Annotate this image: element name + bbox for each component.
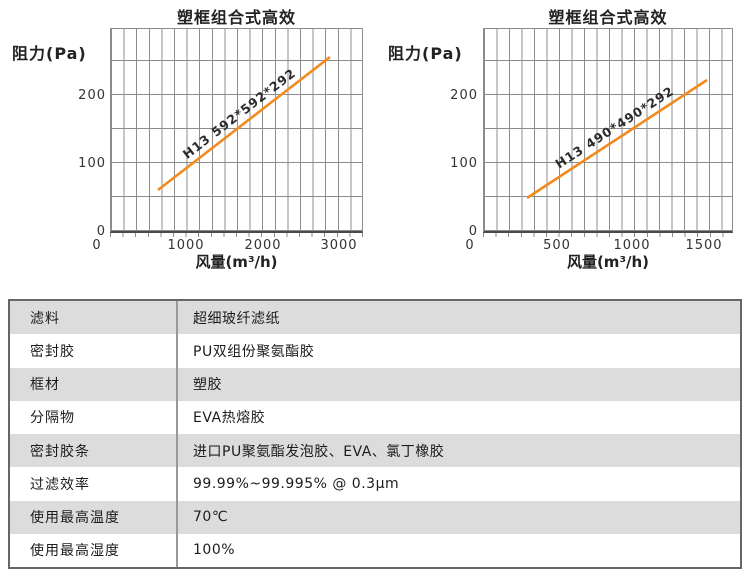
x-axis-ticks-right [483, 233, 733, 237]
spec-value-cell: 超细玻纤滤纸 [193, 310, 280, 327]
y-tick: 0 [468, 224, 478, 239]
chart-title-left: 塑框组合式高效 [176, 8, 296, 27]
chart-title-right: 塑框组合式高效 [548, 8, 668, 27]
series-line-left [157, 55, 331, 192]
spec-label-cell: 使用最高湿度 [10, 533, 178, 567]
x-axis-label-right: 风量(m³/h) [566, 253, 650, 271]
table-row: 使用最高温度 70℃ [10, 500, 740, 534]
table-row: 框材 塑胶 [10, 367, 740, 401]
x-tick: 1000 [613, 238, 651, 253]
y-tick: 100 [78, 156, 106, 171]
table-row: 滤料 超细玻纤滤纸 [10, 301, 740, 335]
y-tick: 100 [450, 156, 478, 171]
y-tick: 200 [450, 88, 478, 103]
spec-value-cell: PU双组份聚氨酯胶 [193, 343, 315, 360]
spec-value-cell: 70℃ [193, 509, 229, 526]
y-tick: 0 [96, 224, 106, 239]
y-axis-label-right: 阻力(Pa) [388, 44, 463, 63]
table-row: 使用最高湿度 100% [10, 533, 740, 567]
spec-label-cell: 过滤效率 [10, 467, 178, 501]
x-axis-label-left: 风量(m³/h) [195, 253, 278, 271]
table-row: 密封胶 PU双组份聚氨酯胶 [10, 334, 740, 368]
series-line-right [526, 78, 708, 200]
table-row: 分隔物 EVA热熔胶 [10, 400, 740, 434]
spec-label-cell: 密封胶 [10, 334, 178, 368]
x-tick: 3000 [320, 238, 358, 253]
plot-area-right [483, 28, 733, 233]
x-tick: 1500 [685, 238, 723, 253]
x-tick: 0 [465, 238, 475, 253]
x-tick: 500 [543, 238, 571, 253]
series-label-left: H13 592*592*292 [180, 65, 299, 162]
spec-value-cell: EVA热熔胶 [193, 410, 266, 427]
spec-value-cell: 100% [193, 542, 236, 559]
charts-area: 塑框组合式高效 阻力(Pa) H13 592*592*292 0 100 200… [0, 0, 750, 285]
spec-label-cell: 使用最高温度 [10, 500, 178, 534]
spec-table: 滤料 超细玻纤滤纸 密封胶 PU双组份聚氨酯胶 框材 塑胶 分隔物 EVA热熔胶… [8, 299, 742, 569]
y-tick: 200 [78, 88, 106, 103]
spec-value-cell: 塑胶 [193, 377, 222, 394]
x-tick: 1000 [167, 238, 205, 253]
table-row: 密封胶条 进口PU聚氨酯发泡胶、EVA、氯丁橡胶 [10, 434, 740, 468]
spec-label-cell: 滤料 [10, 301, 178, 335]
series-line-svg-right: H13 490*490*292 [526, 78, 708, 200]
x-tick: 0 [92, 238, 102, 253]
spec-value-cell: 进口PU聚氨酯发泡胶、EVA、氯丁橡胶 [193, 443, 445, 460]
spec-label-cell: 框材 [10, 367, 178, 401]
series-line-svg-left: H13 592*592*292 [157, 55, 331, 192]
x-tick: 2000 [244, 238, 282, 253]
series-label-right: H13 490*490*292 [552, 83, 676, 171]
table-row: 过滤效率 99.99%~99.995% @ 0.3μm [10, 467, 740, 501]
spec-label-cell: 密封胶条 [10, 434, 178, 468]
spec-label-cell: 分隔物 [10, 400, 178, 434]
y-axis-label-left: 阻力(Pa) [12, 44, 87, 63]
spec-value-cell: 99.99%~99.995% @ 0.3μm [193, 475, 400, 492]
x-axis-ticks-left [110, 233, 363, 237]
